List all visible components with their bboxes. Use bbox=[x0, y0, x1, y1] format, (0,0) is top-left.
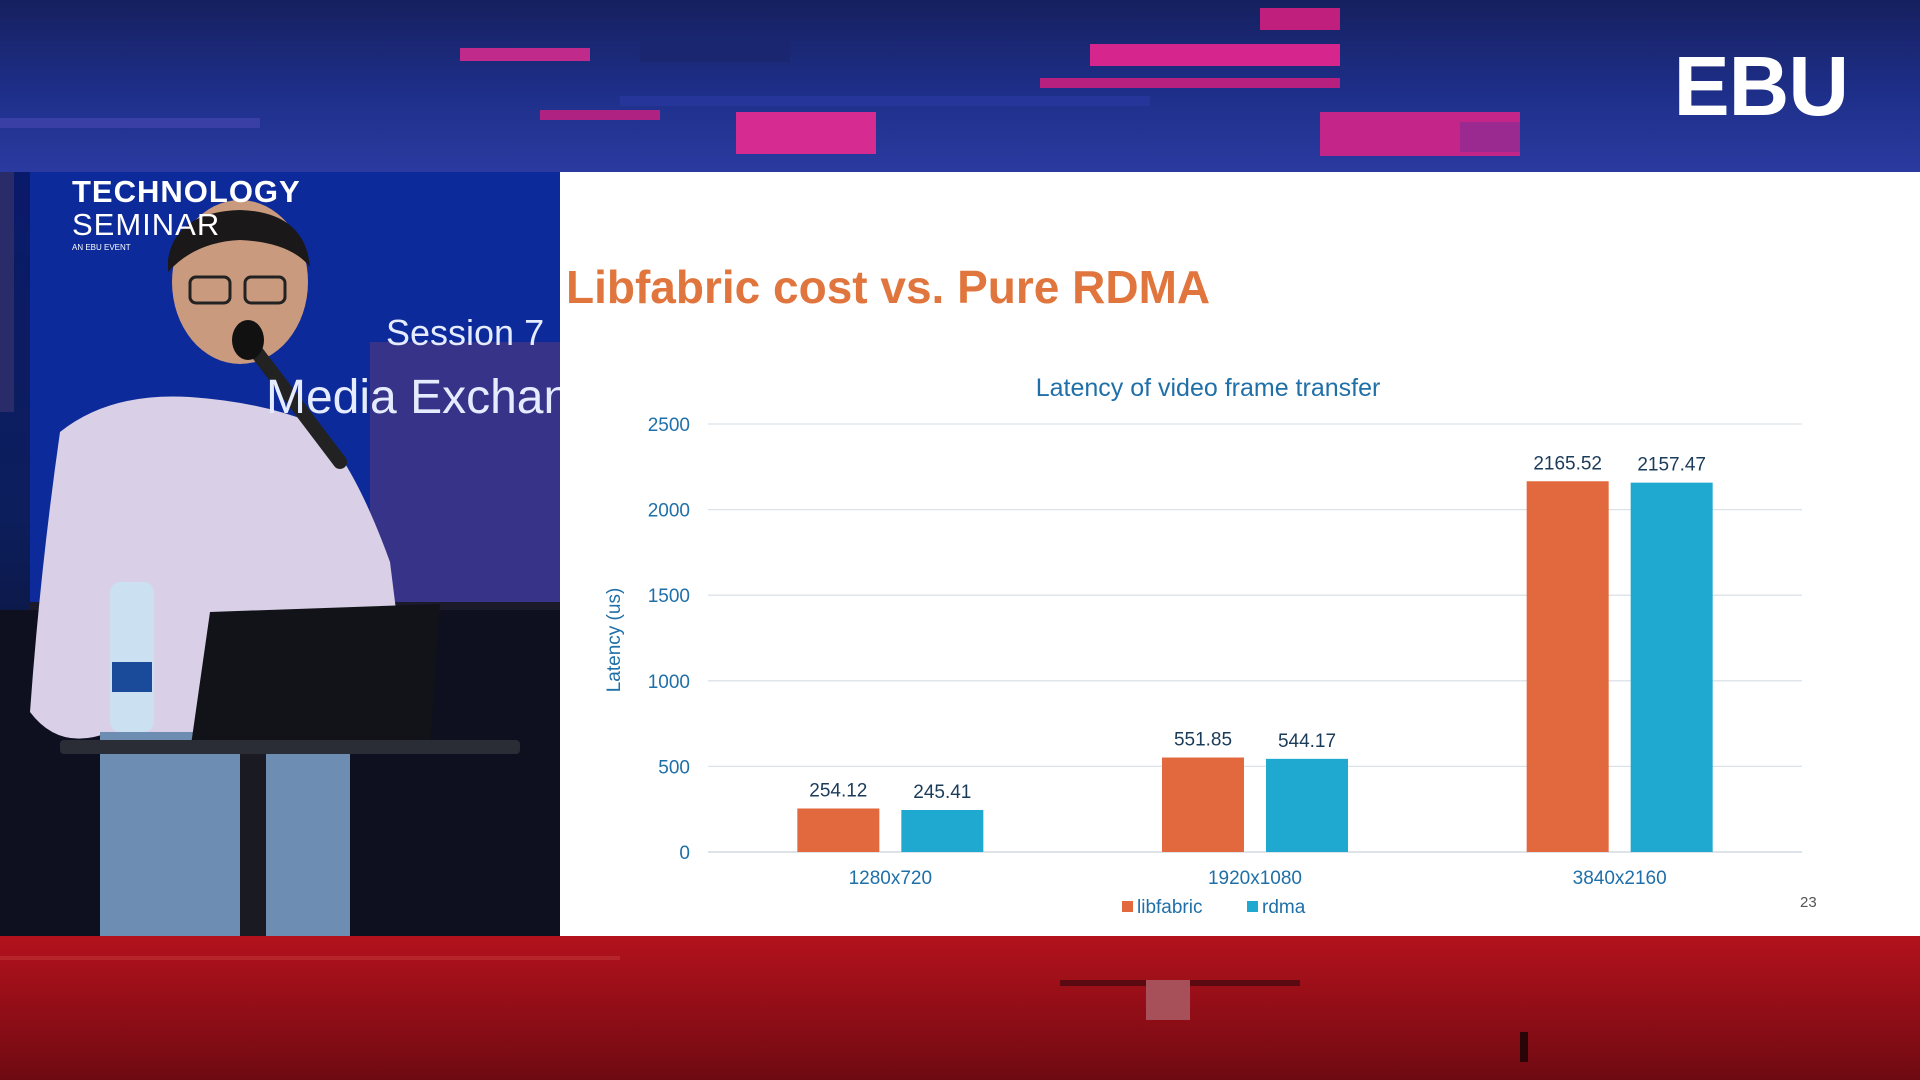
lectern-stand bbox=[240, 754, 266, 936]
stage-scene bbox=[0, 172, 560, 936]
banner-glitch-stripe bbox=[736, 112, 876, 154]
legend-label-rdma: rdma bbox=[1262, 897, 1306, 918]
y-axis-label: Latency (us) bbox=[604, 588, 625, 693]
banner-glitch-stripe bbox=[1460, 122, 1520, 152]
microphone-head bbox=[232, 320, 264, 360]
side-panel bbox=[0, 172, 14, 412]
backdrop-corridor bbox=[370, 342, 560, 602]
banner-glitch-stripe bbox=[540, 110, 660, 120]
banner-glitch-stripe bbox=[1520, 1032, 1528, 1062]
glasses-right bbox=[243, 275, 287, 305]
seminar-line1: TECHNOLOGY bbox=[72, 174, 301, 209]
y-tick-label: 1500 bbox=[648, 586, 690, 607]
x-tick-label: 1280x720 bbox=[849, 868, 932, 889]
x-ticks: 1280x720 1920x1080 3840x2160 bbox=[849, 868, 1667, 889]
speaker-hair bbox=[168, 210, 310, 272]
seminar-line3: AN EBU EVENT bbox=[72, 243, 131, 252]
presentation-slide: Libfabric cost vs. Pure RDMA Latency of … bbox=[560, 172, 1920, 936]
seminar-logo: TECHNOLOGY SEMINAR AN EBU EVENT bbox=[72, 176, 301, 252]
slide-title: Libfabric cost vs. Pure RDMA bbox=[566, 261, 1211, 313]
bar-libfabric bbox=[1162, 757, 1244, 852]
bottom-banner bbox=[0, 936, 1920, 1080]
bar-value-label: 551.85 bbox=[1174, 730, 1232, 751]
microphone bbox=[239, 331, 347, 469]
water-bottle bbox=[110, 582, 154, 732]
banner-glitch-stripe bbox=[460, 48, 590, 61]
bar-value-label: 544.17 bbox=[1278, 731, 1336, 752]
bottle-label bbox=[112, 662, 152, 692]
bar-chart: Latency of video frame transfer Latency … bbox=[604, 374, 1802, 918]
laptop bbox=[190, 604, 440, 752]
bar-value-label: 2165.52 bbox=[1533, 453, 1602, 474]
y-tick-label: 500 bbox=[658, 757, 690, 778]
speaker-video: TECHNOLOGY SEMINAR AN EBU EVENT Session … bbox=[0, 172, 560, 936]
banner-glitch-stripe bbox=[640, 40, 790, 62]
slide-number: 23 bbox=[1800, 894, 1817, 911]
legend-swatch-libfabric bbox=[1122, 901, 1133, 912]
banner-glitch-stripe bbox=[0, 118, 260, 128]
top-banner: EBU bbox=[0, 0, 1920, 172]
y-tick-label: 1000 bbox=[648, 672, 690, 693]
ebu-logo: EBU bbox=[1673, 39, 1849, 133]
speaker-jeans bbox=[100, 732, 350, 936]
bar-libfabric bbox=[797, 808, 880, 852]
session-label: Session 7 bbox=[386, 312, 545, 353]
bar-value-label: 254.12 bbox=[809, 780, 867, 801]
y-ticks: 0 500 1000 1500 2000 2500 bbox=[648, 415, 690, 864]
bar-labels: 254.12 245.41 551.85 544.17 2165.52 2157.47 bbox=[809, 453, 1706, 803]
y-tick-label: 2000 bbox=[648, 501, 690, 522]
y-tick-label: 2500 bbox=[648, 415, 690, 436]
x-tick-label: 1920x1080 bbox=[1208, 868, 1302, 889]
bar-value-label: 2157.47 bbox=[1637, 455, 1706, 476]
x-tick-label: 3840x2160 bbox=[1573, 868, 1667, 889]
legend-swatch-rdma bbox=[1247, 901, 1258, 912]
bars bbox=[797, 481, 1713, 852]
bar-rdma bbox=[1266, 758, 1348, 852]
y-tick-label: 0 bbox=[679, 843, 690, 864]
banner-glitch-stripe bbox=[1260, 8, 1340, 30]
chart-title: Latency of video frame transfer bbox=[1036, 374, 1381, 402]
bar-rdma bbox=[901, 809, 984, 852]
banner-glitch-stripe bbox=[1040, 78, 1340, 88]
legend-label-libfabric: libfabric bbox=[1137, 897, 1202, 918]
gridlines bbox=[708, 423, 1802, 853]
bar-rdma bbox=[1630, 482, 1713, 852]
banner-glitch-stripe bbox=[1146, 980, 1190, 1020]
legend: libfabric rdma bbox=[1122, 897, 1306, 918]
seminar-line2: SEMINAR bbox=[72, 207, 221, 242]
session-subtitle: Media Exchange bbox=[266, 371, 560, 424]
bar-value-label: 245.41 bbox=[913, 782, 971, 803]
glasses-left bbox=[188, 275, 232, 305]
bar-libfabric bbox=[1526, 481, 1609, 852]
lectern-top bbox=[60, 740, 520, 754]
banner-glitch-stripe bbox=[1090, 44, 1340, 66]
banner-glitch-stripe bbox=[0, 956, 620, 960]
banner-glitch-stripe bbox=[620, 96, 1150, 106]
